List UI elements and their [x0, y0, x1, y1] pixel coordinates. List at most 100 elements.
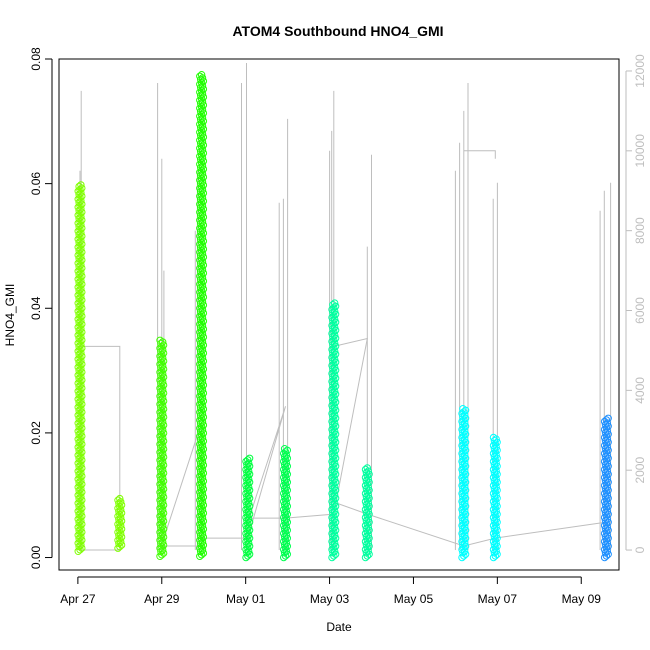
- data-point: [459, 453, 467, 461]
- data-point: [280, 509, 289, 517]
- data-point: [280, 453, 289, 461]
- data-point: [75, 446, 83, 455]
- data-point: [197, 483, 205, 492]
- data-point: [490, 445, 499, 453]
- data-point: [157, 347, 165, 356]
- data-point: [75, 318, 83, 327]
- data-point: [197, 275, 205, 284]
- data-point: [329, 509, 337, 517]
- point-series: [600, 414, 612, 562]
- data-point: [77, 181, 85, 189]
- data-point: [75, 406, 83, 415]
- data-point: [329, 389, 337, 397]
- data-point: [460, 408, 468, 416]
- data-point: [157, 539, 165, 548]
- data-point: [329, 309, 337, 317]
- data-point: [75, 382, 83, 391]
- data-point: [243, 461, 251, 469]
- data-point: [329, 397, 337, 405]
- data-point: [75, 310, 83, 319]
- point-series: [196, 71, 208, 560]
- data-point: [75, 366, 83, 375]
- data-point: [362, 525, 371, 533]
- data-point: [157, 363, 165, 372]
- data-point: [280, 517, 289, 525]
- data-point: [602, 416, 611, 424]
- data-point: [362, 509, 371, 517]
- data-point: [197, 283, 205, 292]
- data-point: [459, 493, 467, 501]
- data-point: [75, 534, 83, 543]
- data-point: [489, 433, 498, 442]
- y2-tick-label: 4000: [633, 377, 647, 404]
- data-point: [243, 485, 251, 493]
- data-point: [459, 405, 467, 413]
- point-series: [458, 405, 470, 562]
- data-point: [197, 475, 205, 484]
- data-point: [157, 491, 165, 500]
- data-point: [197, 523, 205, 532]
- data-point: [197, 347, 205, 356]
- data-point: [329, 453, 337, 461]
- data-point: [490, 533, 499, 541]
- data-point: [75, 462, 83, 471]
- data-point: [601, 445, 610, 453]
- data-point: [601, 421, 610, 429]
- data-point: [75, 486, 83, 495]
- data-point: [601, 461, 610, 469]
- data-point: [115, 515, 123, 524]
- data-point: [75, 182, 83, 191]
- data-point: [157, 387, 165, 396]
- data-point: [459, 429, 467, 437]
- data-point: [75, 230, 83, 239]
- data-point: [362, 517, 371, 525]
- data-point: [280, 445, 289, 453]
- point-series: [489, 433, 501, 562]
- data-point: [197, 451, 205, 460]
- y-tick-label: 0.06: [29, 172, 43, 196]
- data-point: [197, 259, 205, 268]
- y2-tick-label: 2000: [633, 457, 647, 484]
- data-point: [75, 454, 83, 463]
- data-point: [329, 317, 337, 325]
- data-point: [75, 246, 83, 255]
- data-point: [197, 91, 205, 100]
- data-point: [115, 539, 123, 548]
- data-point: [601, 549, 610, 557]
- data-point: [75, 214, 83, 223]
- data-point: [601, 533, 610, 541]
- data-point: [157, 459, 165, 468]
- data-point: [459, 469, 467, 477]
- data-point: [329, 477, 337, 485]
- data-point: [459, 533, 467, 541]
- y2-axis-altitude: 0 2000 4000 6000 8000 10000 12000: [625, 54, 647, 553]
- data-point: [115, 531, 123, 540]
- data-point: [197, 371, 205, 380]
- data-point: [197, 435, 205, 444]
- data-point: [245, 454, 254, 462]
- data-point: [75, 358, 83, 367]
- data-point: [75, 278, 83, 287]
- data-point: [197, 211, 205, 220]
- data-point: [157, 507, 165, 516]
- data-point: [75, 518, 83, 527]
- data-point: [243, 517, 251, 525]
- data-point: [329, 541, 337, 549]
- data-point: [490, 525, 499, 533]
- data-point: [116, 494, 124, 503]
- data-point: [197, 363, 205, 372]
- data-point: [157, 467, 165, 476]
- data-point: [197, 147, 205, 156]
- data-point: [329, 445, 337, 453]
- data-point: [197, 355, 205, 364]
- data-point: [75, 494, 83, 503]
- data-point: [280, 477, 289, 485]
- data-point: [243, 469, 251, 477]
- data-point: [197, 251, 205, 260]
- data-point: [330, 304, 338, 312]
- data-point: [157, 419, 165, 428]
- data-point: [157, 371, 165, 380]
- data-point: [459, 461, 467, 469]
- data-point: [197, 187, 205, 196]
- data-point: [197, 491, 205, 500]
